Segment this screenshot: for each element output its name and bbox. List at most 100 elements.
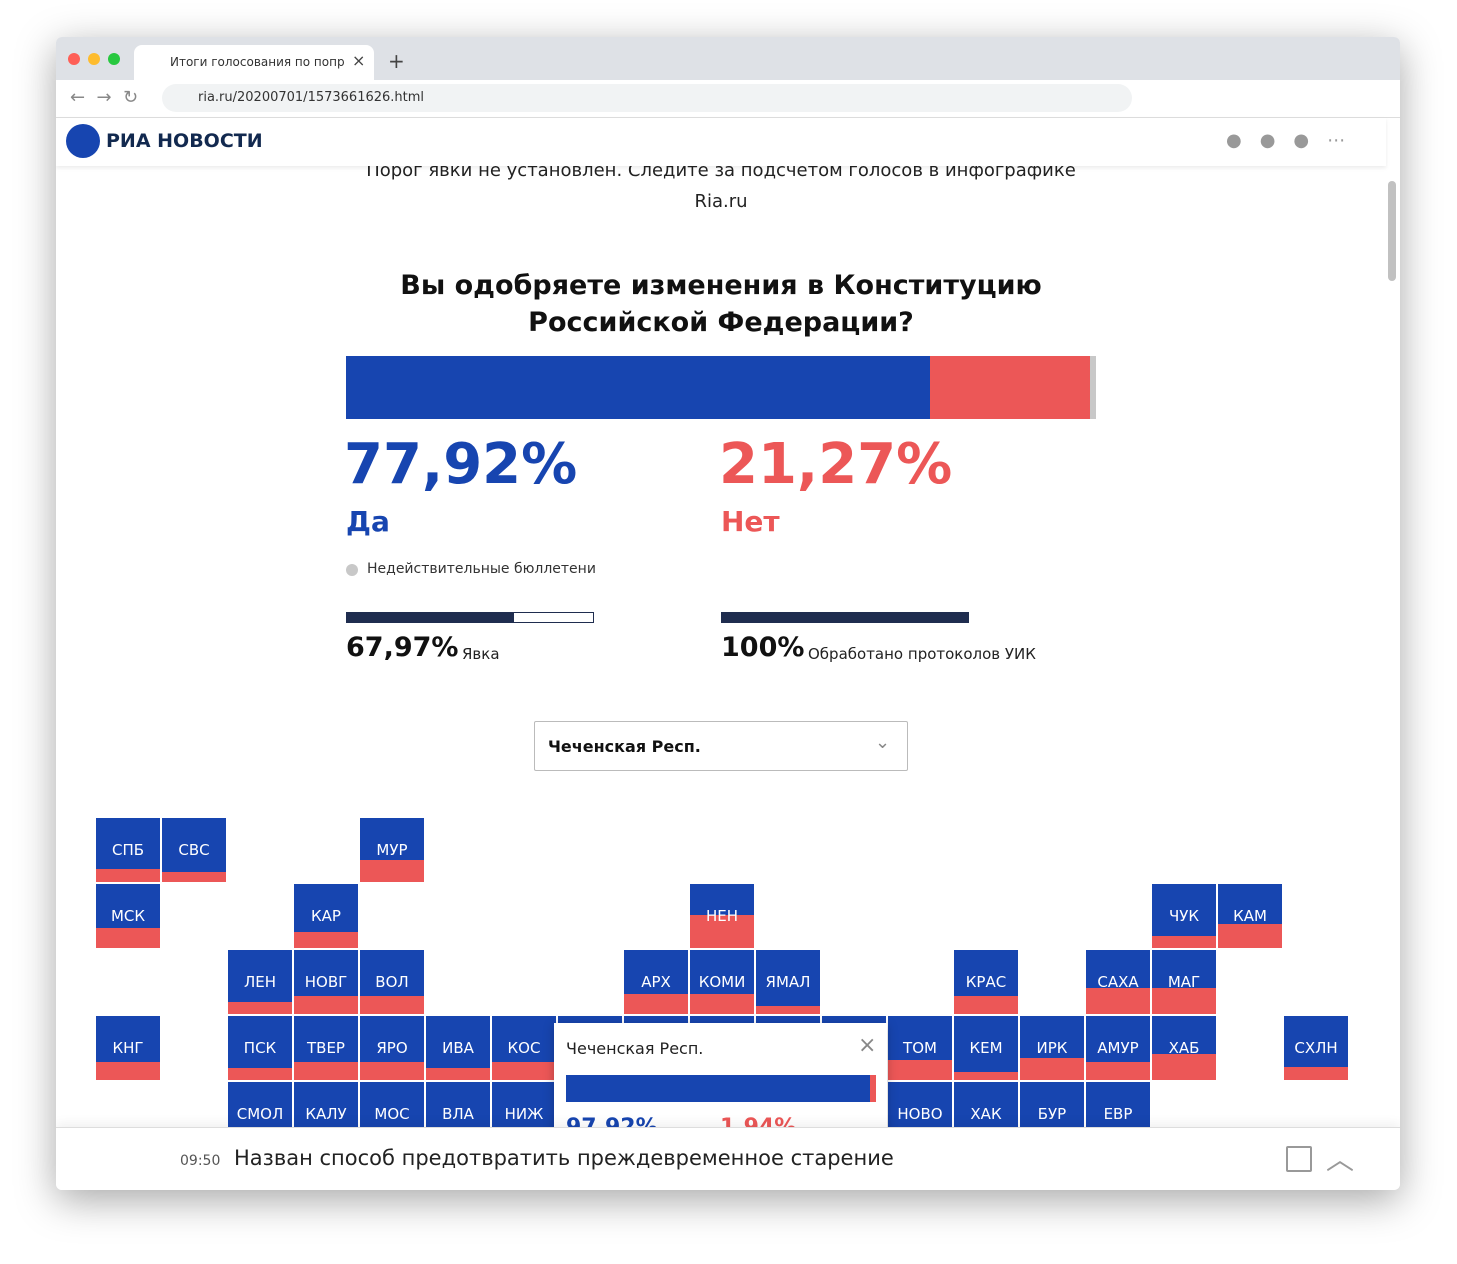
minimize-button[interactable] — [1286, 1146, 1312, 1172]
region-tile[interactable]: КОМИ — [690, 950, 754, 1014]
select-arrow: ⌄ — [875, 732, 891, 753]
tile-no-band — [1218, 924, 1282, 948]
region-tile[interactable]: АМУР — [1086, 1016, 1150, 1080]
tile-label: СХЛН — [1294, 1039, 1338, 1057]
region-tile[interactable]: МОС — [360, 1082, 424, 1127]
tile-label: СМОЛ — [236, 1105, 284, 1123]
region-tile[interactable]: ЛЕН — [228, 950, 292, 1014]
region-tile[interactable]: КАР — [294, 884, 358, 948]
region-tile[interactable]: КРАС — [954, 950, 1018, 1014]
nav-buttons[interactable]: ← → ↻ — [70, 87, 139, 108]
tile-label: СВС — [178, 841, 210, 859]
logo[interactable]: РИА НОВОСТИ — [106, 130, 263, 152]
tile-label: ЛЕН — [243, 973, 277, 991]
tooltip-no-segment — [869, 1075, 876, 1102]
tile-no-band — [360, 996, 424, 1014]
region-tile[interactable]: САХА — [1086, 950, 1150, 1014]
tooltip-yes-segment — [566, 1075, 870, 1102]
region-tile[interactable]: НОВО — [888, 1082, 952, 1127]
tile-no-band — [690, 994, 754, 1014]
region-tile[interactable]: КАМ — [1218, 884, 1282, 948]
tile-no-band — [96, 928, 160, 948]
url: ria.ru/20200701/1573661626.html — [198, 90, 425, 105]
expand-button[interactable]: ︿ — [1326, 1143, 1355, 1176]
region-tile[interactable]: КНГ — [96, 1016, 160, 1080]
tile-label: ЧУК — [1168, 907, 1200, 925]
news-bar[interactable]: 09:50 Назван способ предотвратить прежде… — [56, 1127, 1400, 1190]
tile-label: БУР — [1037, 1105, 1067, 1123]
region-tile[interactable]: ИРК — [1020, 1016, 1084, 1080]
region-tile[interactable]: ЕВР — [1086, 1082, 1150, 1127]
region-tile[interactable]: КАЛУ — [294, 1082, 358, 1127]
region-tile[interactable]: СПБ — [96, 818, 160, 882]
result-bar — [346, 356, 1096, 419]
region-tile[interactable]: ХАБ — [1152, 1016, 1216, 1080]
tile-label: ЕВР — [1103, 1105, 1133, 1123]
region-tile[interactable]: ИВА — [426, 1016, 490, 1080]
region-tile[interactable]: МУР — [360, 818, 424, 882]
region-tile[interactable]: ПСК — [228, 1016, 292, 1080]
tile-label: ТВЕР — [307, 1039, 345, 1057]
region-tile[interactable]: КЕМ — [954, 1016, 1018, 1080]
region-tile[interactable]: НОВГ — [294, 950, 358, 1014]
region-tile[interactable]: ТВЕР — [294, 1016, 358, 1080]
turnout-bar — [346, 612, 594, 623]
region-tile[interactable]: НЕН — [690, 884, 754, 948]
tile-label: КОС — [507, 1039, 541, 1057]
region-tile[interactable]: ТОМ — [888, 1016, 952, 1080]
tile-label: НОВО — [897, 1105, 943, 1123]
tile-label: КАР — [311, 907, 341, 925]
region-tile[interactable]: ВЛА — [426, 1082, 490, 1127]
tooltip-close[interactable]: × — [858, 1033, 877, 1058]
tile-label: АРХ — [641, 973, 671, 991]
social-icons[interactable]: ●●●⋯ — [1226, 130, 1364, 151]
tile-label: ЯРО — [376, 1039, 408, 1057]
tile-label: КНГ — [112, 1039, 144, 1057]
region-tile[interactable]: ЯРО — [360, 1016, 424, 1080]
region-tile[interactable]: СХЛН — [1284, 1016, 1348, 1080]
region-tile[interactable]: КОС — [492, 1016, 556, 1080]
max-dot[interactable] — [108, 53, 120, 65]
tile-no-band — [228, 1068, 292, 1080]
tile-no-band — [360, 1062, 424, 1080]
scrollbar[interactable] — [1388, 181, 1396, 281]
close-dot[interactable] — [68, 53, 80, 65]
region-tile[interactable]: ЯМАЛ — [756, 950, 820, 1014]
region-tile[interactable]: ВОЛ — [360, 950, 424, 1014]
tile-no-band — [228, 1002, 292, 1014]
region-tile[interactable]: СВС — [162, 818, 226, 882]
region-select[interactable]: Чеченская Респ. ⌄ — [534, 721, 908, 771]
region-tile[interactable]: МСК — [96, 884, 160, 948]
site-header: РИА НОВОСТИ ●●●⋯ — [56, 118, 1386, 166]
processed-label: Обработано протоколов УИК — [808, 645, 1036, 663]
tile-no-band — [1086, 988, 1150, 1014]
region-tile[interactable]: НИЖ — [492, 1082, 556, 1127]
browser-window: Итоги голосования по поправ × + ← → ↻ ri… — [56, 37, 1400, 1190]
tile-label: СПБ — [111, 841, 145, 859]
min-dot[interactable] — [88, 53, 100, 65]
yes-segment — [346, 356, 931, 419]
tile-no-band — [1152, 936, 1216, 948]
tile-label: ПСК — [243, 1039, 277, 1057]
region-tile[interactable]: ХАК — [954, 1082, 1018, 1127]
tile-no-band — [492, 1062, 556, 1080]
tile-label: МСК — [110, 907, 146, 925]
tile-label: САХА — [1097, 973, 1139, 991]
region-tile[interactable]: СМОЛ — [228, 1082, 292, 1127]
region-tile[interactable]: МАГ — [1152, 950, 1216, 1014]
tile-label: ВЛА — [442, 1105, 474, 1123]
tile-map: СПБ СВС МУР МСК КАР НЕН ЧУК КАМ ЛЕН НОВГ ВОЛ АРХ КОМ… — [56, 37, 1386, 1127]
new-tab[interactable]: + — [388, 49, 405, 73]
processed-percent: 100% — [721, 632, 805, 663]
tab-close[interactable]: × — [352, 51, 366, 70]
tile-no-band — [1086, 1062, 1150, 1080]
tab[interactable] — [134, 45, 374, 80]
tile-no-band — [624, 994, 688, 1014]
region-tile[interactable]: БУР — [1020, 1082, 1084, 1127]
region-tile[interactable]: АРХ — [624, 950, 688, 1014]
region-tile[interactable]: ЧУК — [1152, 884, 1216, 948]
address-bar[interactable] — [162, 84, 1132, 112]
yes-percent: 77,92% — [344, 432, 578, 497]
tile-no-band — [954, 1072, 1018, 1080]
yes-label: Да — [346, 505, 390, 538]
